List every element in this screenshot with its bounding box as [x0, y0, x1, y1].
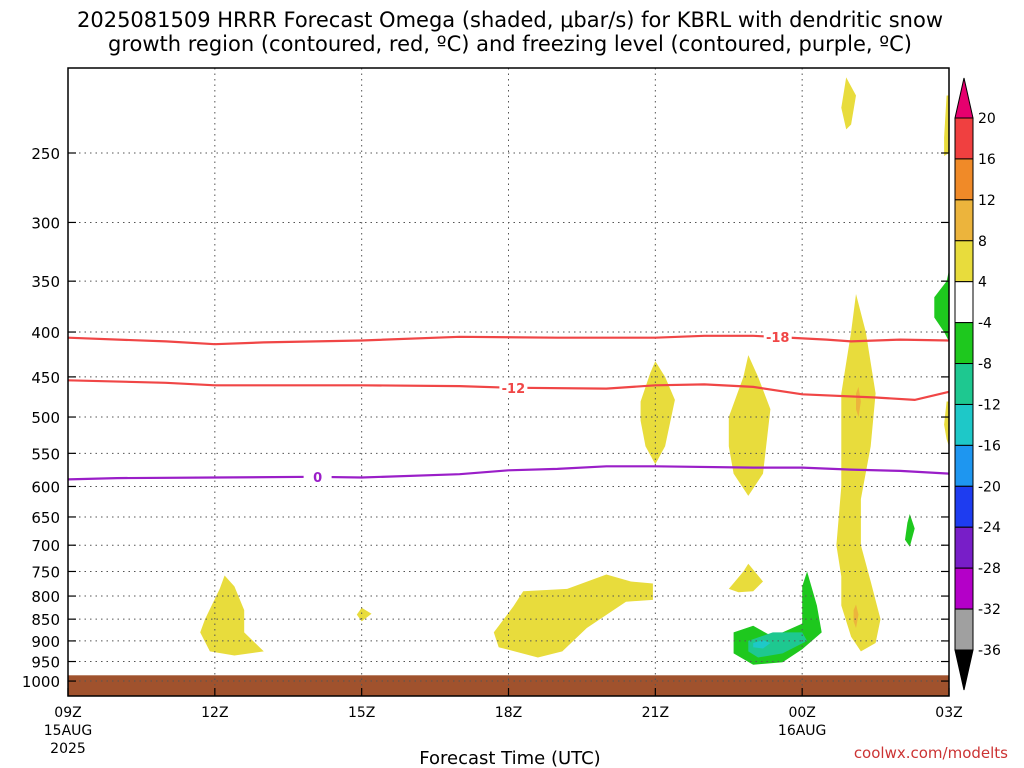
- y-tick-label: 400: [31, 324, 60, 342]
- omega-shading: [68, 77, 949, 696]
- y-tick-label: 350: [31, 273, 60, 291]
- colorbar-label: -24: [978, 520, 1001, 536]
- credit-text: coolwx.com/modelts: [854, 744, 1008, 762]
- colorbar-label: 20: [978, 111, 996, 127]
- omega-region-11: [853, 604, 859, 628]
- colorbar-label: 12: [978, 193, 996, 209]
- colorbar-label: 8: [978, 234, 987, 250]
- terrain-bar: [68, 675, 949, 696]
- omega-region-9: [944, 401, 949, 447]
- x-axis-title: Forecast Time (UTC): [419, 748, 600, 768]
- y-tick-label: 750: [31, 563, 60, 581]
- omega-region-4: [728, 355, 771, 496]
- colorbar-label: -28: [978, 561, 1001, 577]
- y-tick-label: 250: [31, 145, 60, 163]
- colorbar-label: 16: [978, 152, 996, 168]
- omega-region-8: [944, 95, 949, 156]
- y-tick-label: 600: [31, 478, 60, 496]
- y-tick-label: 950: [31, 654, 60, 672]
- contour-label-bg: [303, 469, 332, 484]
- omega-region-7: [841, 77, 856, 130]
- x-tick-label: 21Z: [642, 705, 669, 721]
- contour--12: [67, 379, 950, 402]
- y-tick-label: 500: [31, 409, 60, 427]
- omega-region-10: [856, 386, 861, 417]
- grid: [68, 68, 949, 696]
- x-tick-label: 00Z: [788, 705, 815, 721]
- x-axis: 09Z 15AUG 2025 12Z 15Z 18Z 21Z 00Z 16AUG 03Z: [44, 688, 963, 757]
- colorbar-box: [954, 444, 974, 487]
- omega-region-2: [493, 574, 653, 658]
- chart-title-line-2: growth region (contoured, red, ºC) and f…: [108, 32, 912, 56]
- y-tick-label: 800: [31, 588, 60, 606]
- y-tick-label: 650: [31, 509, 60, 527]
- colorbar-label: -20: [978, 479, 1001, 495]
- y-tick-label: 900: [31, 633, 60, 651]
- omega-region-14: [905, 514, 915, 547]
- contour-label-bg: [763, 330, 792, 345]
- colorbar-label: -36: [978, 643, 1001, 659]
- colorbar-box: [954, 281, 974, 324]
- x-tick-label: 15Z: [348, 705, 375, 721]
- colorbar-box: [954, 567, 974, 610]
- omega-region-15: [748, 632, 808, 658]
- contour--18: [67, 334, 950, 346]
- colorbar-label: -4: [978, 316, 992, 332]
- x-tick-label: 12Z: [201, 705, 228, 721]
- y-tick-label: 850: [31, 611, 60, 629]
- y-tick-label: 450: [31, 369, 60, 387]
- omega-region-6: [836, 294, 881, 652]
- y-axis: 250 300 350 400 450 500 550 600 650 700 750 800 850 9…: [22, 145, 949, 691]
- colorbar-box: [954, 240, 974, 283]
- x-tick-date: 16AUG: [778, 723, 827, 739]
- y-tick-label: 550: [31, 445, 60, 463]
- colorbar-box: [954, 403, 974, 446]
- y-tick-label: 300: [31, 214, 60, 232]
- contour-0: [67, 465, 950, 481]
- colorbar-box: [954, 322, 974, 365]
- x-tick-label: 09Z: [54, 705, 81, 721]
- colorbar-label: -12: [978, 397, 1001, 413]
- contours: -18 -12 0: [67, 330, 950, 486]
- omega-region-3: [640, 361, 675, 465]
- colorbar-box: [954, 199, 974, 242]
- colorbar-label: -16: [978, 438, 1001, 454]
- colorbar-box: [954, 485, 974, 528]
- colorbar-label: -8: [978, 357, 992, 373]
- omega-region-13: [934, 270, 949, 342]
- x-tick-date: 15AUG: [44, 723, 93, 739]
- colorbar: 20 16 12 8 4 -4 -8 -12 -16 -20 -24 -28 -32 -36: [954, 77, 1001, 691]
- colorbar-box: [954, 526, 974, 569]
- x-tick-year: 2025: [50, 741, 86, 757]
- colorbar-box: [954, 608, 974, 651]
- x-tick-label: 03Z: [935, 705, 962, 721]
- y-tick-label: 700: [31, 537, 60, 555]
- contour-label--18: -18: [766, 331, 790, 346]
- contour-label-bg: [499, 380, 528, 395]
- chart-title-line-1: 2025081509 HRRR Forecast Omega (shaded, …: [77, 8, 943, 32]
- y-tick-label: 1000: [22, 673, 60, 691]
- colorbar-box: [954, 363, 974, 405]
- plot-area: -18 -12 0: [67, 67, 950, 697]
- omega-region-5: [728, 563, 763, 593]
- colorbar-box: [954, 158, 974, 201]
- omega-region-16: [753, 640, 771, 649]
- colorbar-bottom-arrow: [954, 649, 974, 691]
- colorbar-label: 4: [978, 275, 987, 291]
- contour-label-0: 0: [313, 471, 322, 486]
- colorbar-box: [954, 117, 974, 160]
- omega-region-1: [356, 607, 372, 622]
- x-tick-label: 18Z: [495, 705, 522, 721]
- colorbar-label: -32: [978, 602, 1001, 618]
- omega-region-0: [200, 575, 264, 656]
- contour-label--12: -12: [502, 382, 526, 397]
- colorbar-top-arrow: [954, 77, 974, 119]
